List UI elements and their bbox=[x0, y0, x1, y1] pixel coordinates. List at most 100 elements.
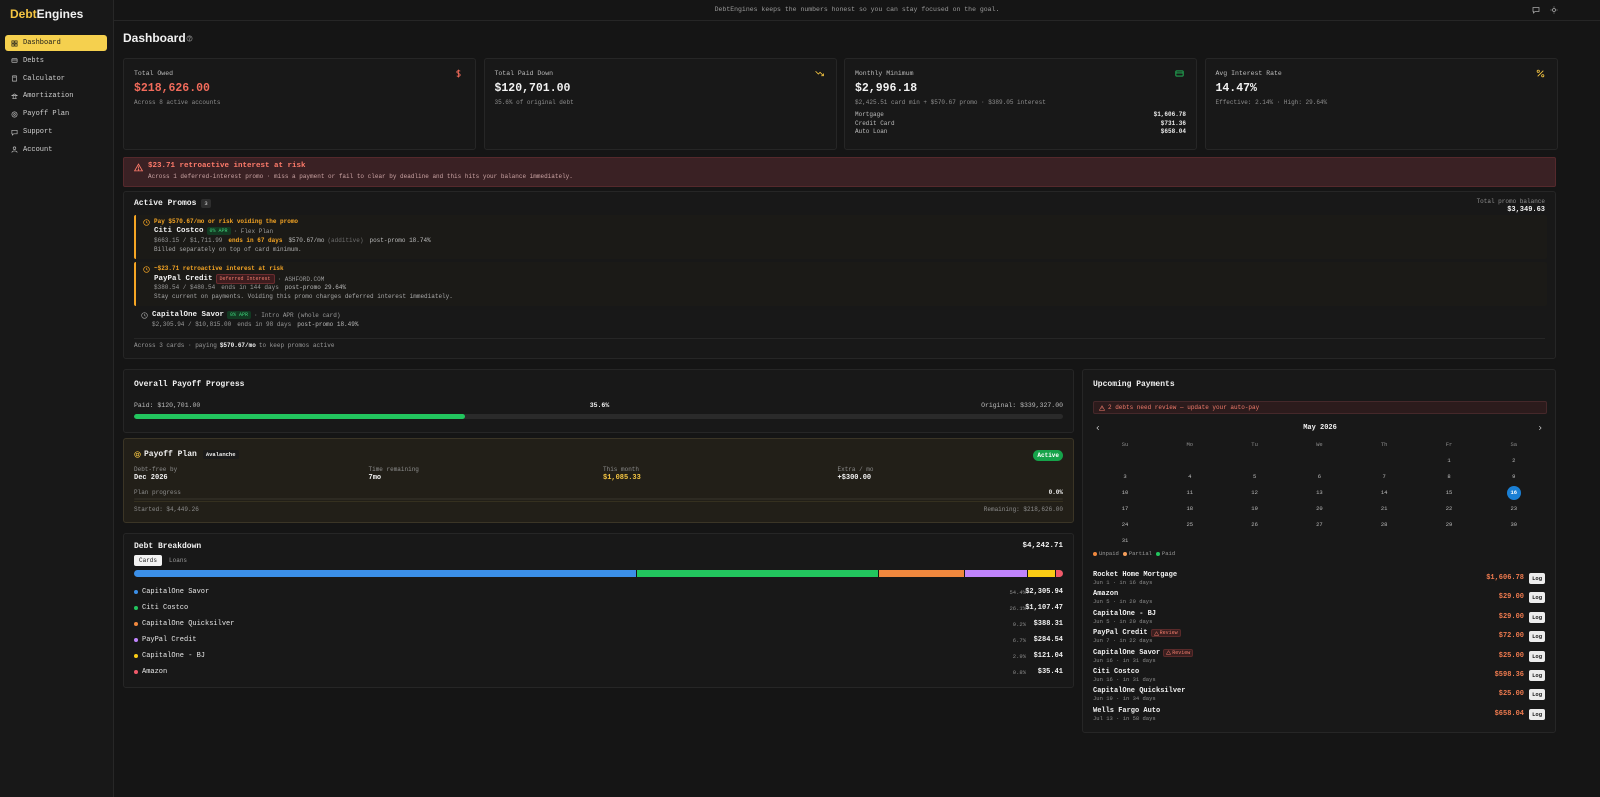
calendar-day[interactable]: 18 bbox=[1186, 505, 1194, 512]
nav-item[interactable]: Amortization bbox=[5, 88, 107, 104]
promo-name-row: CapitalOne Savor 0% APR · Intro APR (whole… bbox=[152, 311, 340, 319]
promo-icon bbox=[143, 219, 150, 226]
nav-icon bbox=[11, 58, 18, 63]
breakdown-name: Citi Costco bbox=[142, 604, 189, 612]
stat-sub: Across 8 active accounts bbox=[134, 99, 221, 106]
promo-details: $663.15 / $1,711.99 ends in 67 days $570.6… bbox=[154, 237, 431, 244]
calendar-day-today[interactable]: 16 bbox=[1506, 486, 1521, 500]
payment-due: Jun 16 · in 31 days bbox=[1093, 676, 1156, 683]
calendar-day[interactable]: 8 bbox=[1447, 473, 1451, 480]
log-button[interactable]: Log bbox=[1529, 631, 1545, 643]
nav-label: Debts bbox=[23, 56, 45, 65]
review-icon bbox=[1166, 650, 1172, 655]
calendar-day[interactable]: 25 bbox=[1186, 521, 1194, 528]
payment-name-row: Rocket Home Mortgage bbox=[1093, 571, 1177, 579]
nav-icon bbox=[11, 40, 18, 46]
calendar-day[interactable]: 24 bbox=[1121, 521, 1129, 528]
nav-icon-shape bbox=[11, 75, 18, 82]
tab[interactable]: Cards bbox=[134, 555, 163, 566]
calendar-day[interactable]: 22 bbox=[1445, 505, 1453, 512]
calendar-day[interactable]: 15 bbox=[1445, 489, 1453, 496]
calendar-day[interactable]: 6 bbox=[1317, 473, 1322, 480]
calendar-day[interactable]: 2 bbox=[1512, 457, 1516, 464]
breakdown-segment bbox=[1027, 570, 1055, 577]
log-button[interactable]: Log bbox=[1529, 573, 1545, 584]
calendar-day[interactable]: 12 bbox=[1251, 489, 1258, 496]
promo-icon-shape bbox=[146, 267, 148, 271]
calendar-day[interactable]: 17 bbox=[1121, 505, 1129, 512]
nav-item[interactable]: Payoff Plan bbox=[5, 106, 107, 122]
calendar-day[interactable]: 20 bbox=[1316, 505, 1323, 512]
calendar-day[interactable]: 13 bbox=[1316, 489, 1323, 496]
calendar-day[interactable]: 7 bbox=[1382, 473, 1386, 480]
calendar-day[interactable]: 26 bbox=[1251, 521, 1258, 528]
stat-value: $2,996.18 bbox=[855, 82, 918, 95]
weekday: Th bbox=[1380, 441, 1388, 448]
log-button[interactable]: Log bbox=[1529, 592, 1545, 604]
help-icon-shape bbox=[188, 39, 191, 41]
progress-title: Overall Payoff Progress bbox=[134, 380, 245, 389]
breakdown-segment bbox=[965, 570, 1027, 577]
calendar-day[interactable]: 31 bbox=[1121, 537, 1129, 544]
payment-amount: $598.36 bbox=[1494, 671, 1524, 679]
stat-value: $218,626.00 bbox=[134, 82, 210, 95]
nav-icon-shape bbox=[11, 58, 18, 63]
promo-badge: 0% APR bbox=[206, 227, 231, 235]
calendar-day[interactable]: 3 bbox=[1123, 473, 1127, 480]
promo-type: · Intro APR (whole card) bbox=[254, 311, 341, 319]
log-button[interactable]: Log bbox=[1529, 689, 1545, 701]
calendar-day[interactable]: 10 bbox=[1121, 489, 1129, 496]
footer-after: to keep promos active bbox=[258, 342, 335, 349]
warning-icon-shape bbox=[1099, 404, 1105, 411]
calendar-day[interactable]: 14 bbox=[1380, 489, 1388, 496]
legend-label: Unpaid bbox=[1099, 550, 1119, 557]
calendar-day[interactable]: 5 bbox=[1252, 473, 1257, 480]
chat-icon-shape bbox=[1532, 7, 1540, 14]
calendar-day[interactable]: 27 bbox=[1316, 521, 1323, 528]
calendar-day[interactable]: 9 bbox=[1512, 473, 1516, 480]
breakdown-share: 9.2% bbox=[1012, 621, 1026, 628]
promo-warning: Pay $570.67/mo or risk voiding the promo bbox=[154, 218, 299, 225]
nav-item[interactable]: Account bbox=[5, 142, 107, 158]
calendar-day[interactable]: 23 bbox=[1510, 505, 1518, 512]
legend-dot bbox=[134, 606, 138, 610]
promo-icon-shape bbox=[141, 312, 148, 319]
promos-divider bbox=[134, 338, 1545, 339]
log-button[interactable]: Log bbox=[1529, 708, 1545, 720]
prev-month[interactable] bbox=[1095, 425, 1101, 431]
calendar-day[interactable]: 4 bbox=[1188, 473, 1192, 480]
stat-value: $120,701.00 bbox=[494, 82, 571, 95]
progress-percent: 35.6% bbox=[589, 402, 610, 409]
breakdown-label: Mortgage bbox=[855, 111, 884, 118]
legend-label: Partial bbox=[1128, 550, 1152, 557]
calendar-legend: Unpaid Partial Paid bbox=[1093, 550, 1175, 557]
calendar-day[interactable]: 1 bbox=[1447, 457, 1451, 464]
promo-badge: 0% APR bbox=[227, 311, 252, 319]
nav-item[interactable]: Support bbox=[5, 124, 107, 140]
log-button[interactable]: Log bbox=[1529, 650, 1545, 662]
calendar-day[interactable]: 19 bbox=[1251, 505, 1258, 512]
tab[interactable]: Loans bbox=[169, 557, 188, 564]
calendar-day[interactable]: 29 bbox=[1445, 521, 1453, 528]
calendar-day[interactable]: 21 bbox=[1380, 505, 1388, 512]
calendar-day[interactable]: 28 bbox=[1380, 521, 1388, 528]
promo-item: ~$23.71 retroactive interest at risk PayP… bbox=[134, 262, 1547, 306]
next-month[interactable] bbox=[1537, 425, 1543, 431]
log-button[interactable]: Log bbox=[1529, 611, 1545, 623]
nav-item[interactable]: Debts bbox=[5, 53, 107, 69]
calendar-day[interactable]: 11 bbox=[1186, 489, 1194, 496]
promo-icon-shape bbox=[143, 266, 150, 273]
nav-item[interactable]: Dashboard bbox=[5, 35, 107, 51]
payment-due: Jun 7 · in 22 days bbox=[1093, 637, 1153, 645]
stat-icon bbox=[1536, 69, 1544, 78]
payment-name-row: Citi Costco bbox=[1093, 668, 1139, 676]
plan-title: Payoff Plan bbox=[144, 450, 197, 459]
nav-item[interactable]: Calculator bbox=[5, 71, 107, 87]
log-button[interactable]: Log bbox=[1529, 670, 1545, 681]
calendar-day[interactable]: 30 bbox=[1510, 521, 1518, 528]
breakdown-name: PayPal Credit bbox=[142, 636, 197, 644]
promo-post-rate: post-promo 18.49% bbox=[297, 321, 359, 328]
promo-post-rate: post-promo 29.64% bbox=[284, 284, 347, 291]
promo-badge: Deferred Interest bbox=[215, 274, 275, 284]
calendar-month: May 2026 bbox=[1303, 424, 1337, 432]
